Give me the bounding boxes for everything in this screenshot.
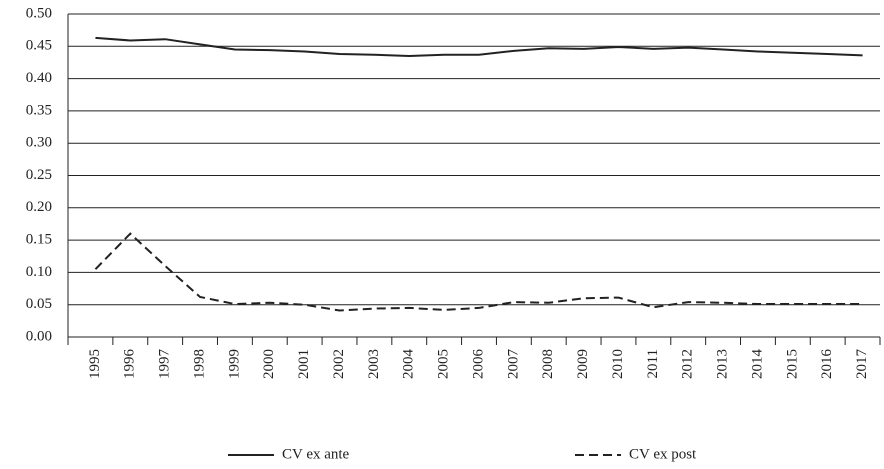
series-line: [95, 36, 863, 57]
legend-label: CV ex post: [629, 446, 697, 462]
x-tick-label: 2003: [366, 349, 382, 379]
legend-label: CV ex ante: [282, 446, 350, 462]
y-tick-label: 0.10: [26, 264, 52, 280]
x-tick-label: 2011: [645, 349, 661, 378]
x-tick-label: 2012: [680, 349, 696, 379]
x-tick-label: 2016: [819, 349, 835, 380]
x-tick-label: 1996: [122, 349, 138, 380]
x-tick-label: 2013: [715, 349, 731, 379]
x-tick-label: 2017: [854, 349, 870, 380]
y-tick-label: 0.20: [26, 199, 52, 215]
x-tick-label: 2014: [749, 349, 765, 380]
x-tick-label: 1997: [157, 349, 173, 380]
x-tick-label: 2009: [575, 349, 591, 379]
x-tick-label: 1999: [226, 349, 242, 379]
x-tick-label: 2005: [436, 349, 452, 379]
y-tick-label: 0.05: [26, 296, 52, 312]
x-tick-label: 2001: [296, 349, 312, 379]
x-tick-label: 2004: [401, 349, 417, 380]
x-tick-label: 2006: [470, 349, 486, 380]
x-tick-label: 1998: [191, 349, 207, 379]
x-tick-label: 2007: [505, 349, 521, 380]
x-tick-label: 2002: [331, 349, 347, 379]
y-tick-label: 0.35: [26, 102, 52, 118]
x-tick-label: 2015: [784, 349, 800, 379]
y-tick-label: 0.30: [26, 135, 52, 151]
y-tick-label: 0.00: [26, 328, 52, 344]
y-tick-label: 0.50: [26, 5, 52, 21]
y-tick-label: 0.45: [26, 38, 52, 54]
y-tick-label: 0.40: [26, 70, 52, 86]
x-tick-label: 1995: [87, 349, 103, 379]
series-line: [94, 232, 863, 312]
y-tick-label: 0.15: [26, 232, 52, 248]
y-tick-label: 0.25: [26, 167, 52, 183]
x-tick-label: 2008: [540, 349, 556, 379]
x-tick-label: 2000: [261, 349, 277, 379]
x-tick-label: 2010: [610, 349, 626, 379]
